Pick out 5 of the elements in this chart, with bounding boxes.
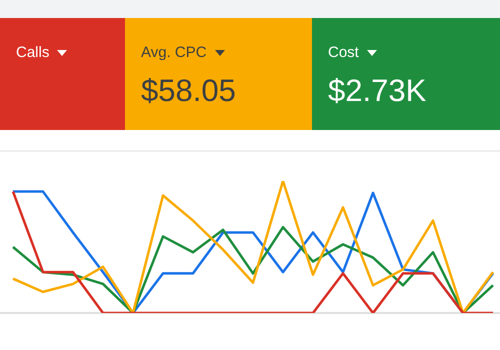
text: $2.73K (328, 73, 428, 109)
text: Avg. CPC (141, 44, 207, 61)
text: $58.05 (141, 73, 237, 109)
text: Cost (328, 44, 359, 61)
text: Calls (16, 44, 50, 61)
